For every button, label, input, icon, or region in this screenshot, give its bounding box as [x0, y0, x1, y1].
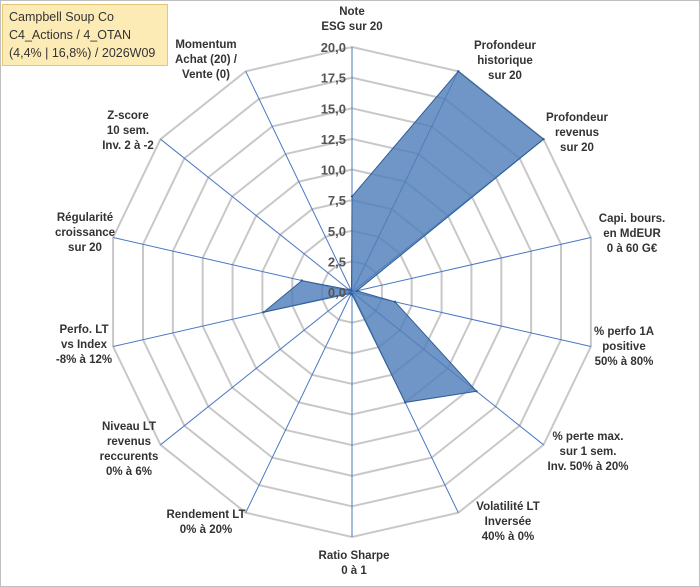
title-line-category: C4_Actions / 4_OTAN: [9, 28, 132, 42]
tick-label-6: 15,0: [321, 101, 346, 116]
axis-label-11-line-2: sur 20: [68, 242, 102, 254]
axis-label-1-line-0: Profondeur: [474, 40, 536, 52]
axis-label-13: Momentum Achat (20) / Vente (0): [175, 39, 238, 81]
axis-label-6-line-2: 40% à 0%: [482, 531, 534, 543]
data-point-10: [262, 311, 265, 314]
tick-label-8: 20,0: [321, 40, 346, 55]
axis-label-8-line-0: Rendement LT: [166, 509, 245, 521]
axis-label-7-line-0: Ratio Sharpe: [319, 550, 390, 562]
data-point-13: [350, 289, 353, 293]
title-line-stats: (4,4% | 16,8%) / 2026W09: [9, 46, 156, 60]
axis-label-11-line-0: Régularité: [57, 212, 113, 224]
axis-label-10: Perfo. LT vs Index -8% à 12%: [56, 324, 112, 366]
spoke-8: [245, 291, 353, 513]
data-point-1: [457, 70, 460, 73]
axis-label-13-line-2: Vente (0): [182, 69, 230, 81]
axis-label-12-line-1: 10 sem.: [107, 125, 149, 137]
axis-label-3-line-1: en MdEUR: [603, 228, 661, 240]
axis-label-5-line-2: Inv. 50% à 20%: [548, 461, 629, 473]
axis-label-4: % perfo 1A positive 50% à 80%: [594, 326, 654, 368]
tick-label-5: 12,5: [321, 132, 346, 147]
axis-label-2-line-1: revenus: [555, 127, 599, 139]
axis-label-6: Volatilité LT Inversée 40% à 0%: [476, 501, 539, 543]
spoke-9: [160, 291, 353, 446]
axis-label-9-line-2: reccurents: [100, 451, 159, 463]
chart-title-box: Campbell Soup Co C4_Actions / 4_OTAN (4,…: [2, 4, 168, 66]
axis-label-6-line-1: Inversée: [485, 516, 532, 528]
axis-label-7: Ratio Sharpe 0 à 1: [319, 550, 390, 577]
tick-label-7: 17,5: [321, 71, 346, 86]
axis-label-2-line-2: sur 20: [560, 142, 594, 154]
tick-label-2: 5,0: [328, 224, 346, 239]
axis-label-5: % perte max. sur 1 sem. Inv. 50% à 20%: [548, 431, 629, 473]
axis-label-8-line-1: 0% à 20%: [180, 524, 232, 536]
axis-label-3-line-2: 0 à 60 G€: [607, 243, 658, 255]
axis-label-7-line-1: 0 à 1: [341, 565, 367, 577]
tick-label-4: 10,0: [321, 163, 346, 178]
axis-label-9-line-3: 0% à 6%: [106, 466, 152, 478]
data-point-11: [300, 279, 303, 282]
axis-label-1-line-2: sur 20: [488, 70, 522, 82]
data-point-12: [347, 288, 351, 291]
axis-label-4-line-0: % perfo 1A: [594, 326, 654, 338]
axis-label-0-line-1: ESG sur 20: [321, 21, 382, 33]
tick-label-3: 7,5: [328, 193, 346, 208]
axis-label-8: Rendement LT 0% à 20%: [166, 509, 245, 536]
axis-label-0: Note ESG sur 20: [321, 6, 382, 33]
axis-label-9-line-1: revenus: [107, 436, 151, 448]
axis-label-2-line-0: Profondeur: [546, 112, 608, 124]
title-line-company: Campbell Soup Co: [9, 10, 114, 24]
data-point-5: [475, 390, 478, 393]
axis-label-12-line-2: Inv. 2 à -2: [102, 140, 154, 152]
data-point-0: [350, 195, 354, 198]
axis-label-4-line-2: 50% à 80%: [595, 356, 654, 368]
axis-label-5-line-1: sur 1 sem.: [560, 446, 617, 458]
spoke-12: [160, 138, 353, 293]
axis-label-13-line-0: Momentum: [175, 39, 236, 51]
axis-label-11: Régularité croissance sur 20: [55, 212, 115, 254]
axis-label-6-line-0: Volatilité LT: [476, 501, 539, 513]
data-point-6: [404, 401, 407, 404]
axis-label-2: Profondeur revenus sur 20: [546, 112, 608, 154]
axis-label-9-line-0: Niveau LT: [102, 421, 156, 433]
axis-label-12-line-0: Z-score: [107, 110, 149, 122]
data-point-2: [542, 138, 545, 141]
spoke-13: [245, 71, 353, 293]
spoke-3: [351, 237, 592, 293]
axis-label-0-line-0: Note: [339, 6, 365, 18]
tick-label-0: 0,0: [328, 285, 346, 300]
axis-label-1: Profondeur historique sur 20: [474, 40, 536, 82]
data-point-4: [393, 300, 397, 303]
radar-series: [262, 70, 545, 404]
axis-label-1-line-1: historique: [477, 55, 533, 67]
axis-label-10-line-0: Perfo. LT: [60, 324, 109, 336]
axis-label-13-line-1: Achat (20) /: [175, 54, 238, 66]
axis-label-3: Capi. bours. en MdEUR 0 à 60 G€: [599, 213, 665, 255]
data-point-3: [355, 289, 358, 293]
axis-label-12: Z-score 10 sem. Inv. 2 à -2: [102, 110, 154, 152]
tick-label-1: 2,5: [328, 254, 346, 269]
data-point-9: [348, 292, 352, 295]
axis-label-3-line-0: Capi. bours.: [599, 213, 665, 225]
axis-label-9: Niveau LT revenus reccurents 0% à 6%: [100, 421, 159, 478]
axis-label-11-line-1: croissance: [55, 227, 115, 239]
axis-label-5-line-0: % perte max.: [553, 431, 624, 443]
radar-axis-labels: Note ESG sur 20 Profondeur historique sur 20…: [55, 6, 665, 577]
radar-tick-labels: 0,0 2,5 5,0 7,5 10,0 12,5 15,0 17,5 20,0: [321, 40, 346, 300]
axis-label-10-line-1: vs Index: [61, 339, 108, 351]
axis-label-4-line-1: positive: [602, 341, 645, 353]
axis-label-10-line-2: -8% à 12%: [56, 354, 112, 366]
